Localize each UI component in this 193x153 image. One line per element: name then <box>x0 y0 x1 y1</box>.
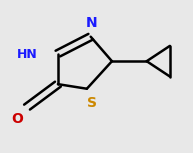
Text: S: S <box>87 96 97 110</box>
Text: O: O <box>11 112 23 127</box>
Text: N: N <box>86 16 97 30</box>
Text: HN: HN <box>17 48 38 61</box>
